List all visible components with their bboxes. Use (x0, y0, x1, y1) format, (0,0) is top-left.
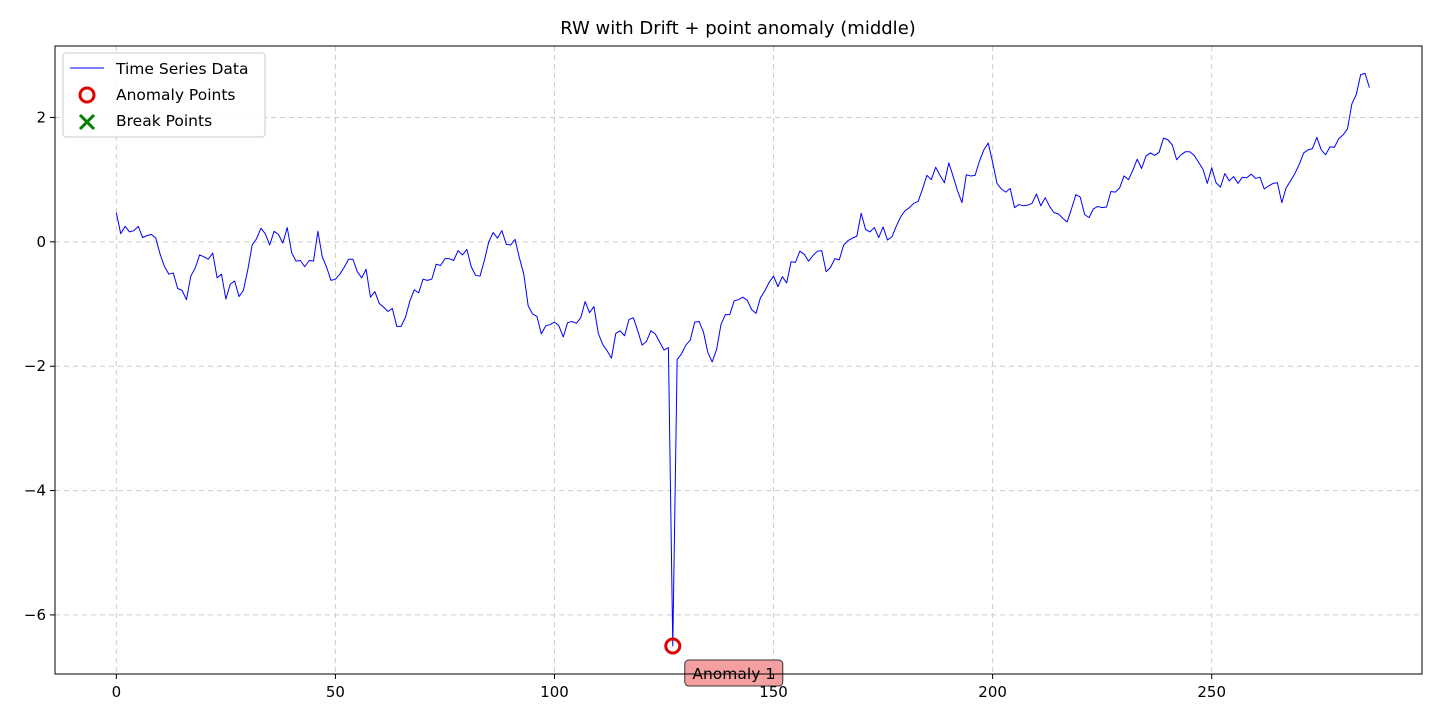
chart-title: RW with Drift + point anomaly (middle) (560, 18, 916, 39)
series-line (115, 72, 1370, 647)
legend-circle-swatch (78, 86, 96, 104)
x-tick-label: 50 (326, 683, 345, 701)
plot-frame (54, 45, 1423, 675)
anomaly-marker (664, 637, 682, 655)
series-layer (115, 72, 1370, 647)
x-tick-label: 150 (759, 683, 788, 701)
x-axis: 0 50 100 150 200 250 (112, 674, 1226, 701)
legend-frame (62, 52, 266, 138)
legend-label-anomaly: Anomaly Points (116, 86, 235, 104)
y-tick-label: 2 (36, 109, 46, 127)
y-tick-label: 0 (36, 233, 46, 251)
x-tick-label: 0 (112, 683, 122, 701)
y-axis: −6 −4 −2 0 2 (24, 109, 55, 624)
x-tick-label: 100 (540, 683, 569, 701)
legend-label-break: Break Points (116, 112, 212, 130)
anomaly-annotation-box (684, 659, 784, 687)
y-tick-label: −6 (24, 606, 46, 624)
y-tick-label: −4 (24, 482, 46, 500)
legend: Time Series Data Anomaly Points Break Po… (62, 52, 266, 138)
legend-label-series: Time Series Data (115, 60, 248, 78)
x-tick-label: 250 (1197, 683, 1226, 701)
x-tick-label: 200 (978, 683, 1007, 701)
y-tick-label: −2 (24, 357, 46, 375)
legend-x-swatch (78, 113, 96, 131)
